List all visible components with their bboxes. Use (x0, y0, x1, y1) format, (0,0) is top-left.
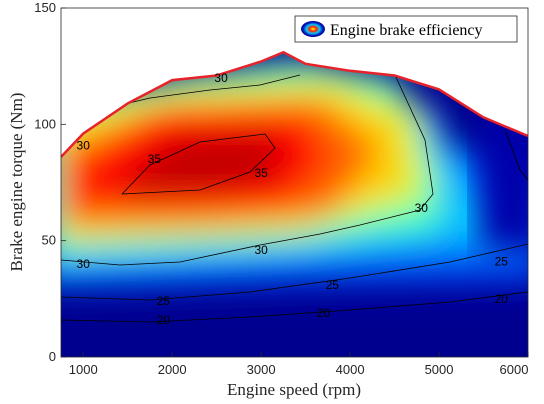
legend-box (294, 15, 518, 43)
max-torque-curve (61, 50, 528, 158)
contour-label: 25 (326, 278, 340, 292)
legend: Engine brake efficiency (294, 15, 518, 43)
contour-label: 30 (254, 243, 268, 257)
x-tick-label: 2000 (158, 362, 187, 377)
y-tick-label: 0 (49, 349, 56, 364)
y-tick-label: 150 (34, 0, 56, 15)
contour-label: 20 (317, 306, 331, 320)
contour-label: 35 (148, 152, 162, 166)
contour-label: 35 (254, 166, 268, 180)
contour-label: 20 (157, 313, 171, 327)
contour-label: 30 (415, 201, 429, 215)
y-axis-label: Brake engine torque (Nm) (7, 93, 26, 272)
x-tick-label: 4000 (336, 362, 365, 377)
x-axis-ticks: 1000 2000 3000 4000 5000 6000 (69, 352, 529, 377)
contour-label: 25 (495, 255, 509, 269)
contour-label: 25 (157, 294, 171, 308)
plot-frame (60, 7, 529, 358)
x-tick-label: 6000 (500, 362, 529, 377)
contour-labels: 30 30 35 35 30 30 30 25 25 25 20 20 20 (77, 71, 509, 327)
efficiency-heatmap (61, 8, 528, 323)
contour-label: 20 (495, 292, 509, 306)
x-tick-label: 3000 (247, 362, 276, 377)
x-tick-label: 1000 (69, 362, 98, 377)
x-tick-label: 5000 (425, 362, 454, 377)
legend-label: Engine brake efficiency (330, 22, 483, 39)
legend-marker-icon (301, 21, 325, 37)
contour-label: 30 (77, 138, 91, 152)
contour-label: 30 (77, 257, 91, 271)
y-axis-ticks: 0 50 100 150 (34, 0, 66, 364)
x-axis-label: Engine speed (rpm) (227, 380, 361, 399)
y-tick-label: 100 (34, 116, 56, 131)
y-tick-label: 50 (42, 233, 56, 248)
contour-label: 30 (214, 71, 228, 85)
